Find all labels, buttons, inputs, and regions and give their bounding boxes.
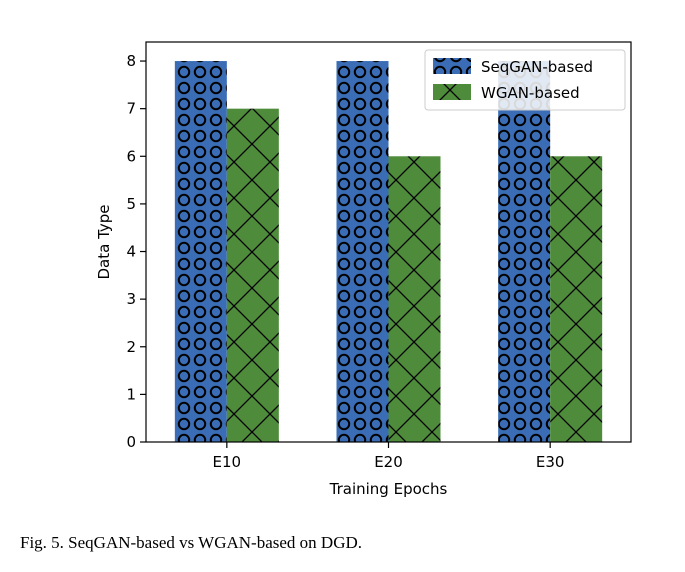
x-tick-label: E20 <box>374 453 403 471</box>
y-tick-label: 0 <box>126 433 136 451</box>
bar-chart: 0 1 2 3 4 5 6 7 8 E10 E20 E30 Training Epochs Data… <box>95 41 632 498</box>
y-tick-label: 2 <box>126 338 136 356</box>
y-tick-label: 5 <box>126 195 136 213</box>
legend-label: WGAN-based <box>481 84 580 102</box>
legend-swatch <box>433 84 471 100</box>
y-tick-label: 7 <box>126 100 136 118</box>
y-tick-label: 4 <box>126 243 136 261</box>
bar-seqgan-e10 <box>174 61 227 443</box>
y-tick-label: 1 <box>126 385 136 403</box>
legend-swatch <box>433 58 471 74</box>
legend-label: SeqGAN-based <box>481 58 593 76</box>
x-tick-label: E30 <box>536 453 565 471</box>
x-tick-label: E10 <box>213 453 242 471</box>
bar-seqgan-e20 <box>336 61 389 443</box>
y-tick-label: 8 <box>126 52 136 70</box>
bar-wgan-e10 <box>226 108 279 443</box>
legend: SeqGAN-based WGAN-based <box>424 49 626 111</box>
bar-wgan-e30 <box>550 156 603 443</box>
y-axis-label: Data Type <box>95 204 113 279</box>
bar-seqgan-e30 <box>498 61 551 443</box>
y-tick-label: 3 <box>126 290 136 308</box>
x-ticks: E10 E20 E30 <box>213 442 565 471</box>
bar-wgan-e20 <box>388 156 441 443</box>
y-tick-label: 6 <box>126 147 136 165</box>
figure-caption: Fig. 5. SeqGAN-based vs WGAN-based on DG… <box>20 533 363 552</box>
x-axis-label: Training Epochs <box>329 480 448 498</box>
y-ticks: 0 1 2 3 4 5 6 7 8 <box>126 52 146 451</box>
legend-box <box>424 49 626 111</box>
bars-group <box>174 61 603 443</box>
